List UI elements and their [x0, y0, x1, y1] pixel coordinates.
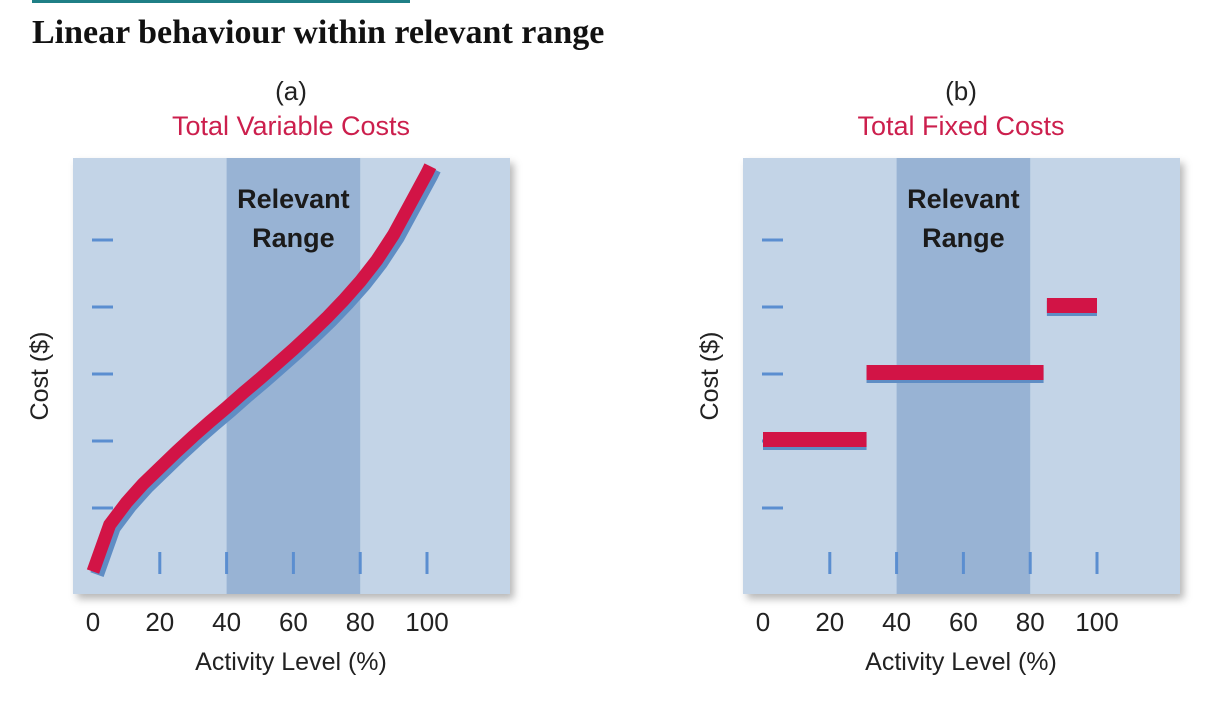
fixed-cost-step-3	[1046, 298, 1097, 313]
x-tick-label: 40	[212, 607, 241, 637]
x-tick-label: 40	[882, 607, 911, 637]
fixed-cost-step-1	[763, 432, 867, 447]
relevant-range-label-line1: Relevant	[907, 184, 1020, 214]
chart-title: Total Fixed Costs	[857, 111, 1064, 141]
relevant-range-label-line1: Relevant	[237, 184, 350, 214]
x-tick-label: 0	[756, 607, 770, 637]
x-tick-label: 60	[279, 607, 308, 637]
x-tick-label: 100	[405, 607, 448, 637]
chart-panel-letter: (b)	[945, 76, 977, 106]
chart-total-fixed-costs: (b) Total Fixed Costs Relevant Range 0 20 40 60…	[696, 76, 1180, 676]
chart-total-variable-costs: (a) Total Variable Costs Relevant Range 0 20 4…	[26, 76, 510, 676]
relevant-range-label-line2: Range	[922, 223, 1005, 253]
fixed-cost-step-2	[866, 365, 1044, 380]
chart-title: Total Variable Costs	[172, 111, 410, 141]
x-axis-label: Activity Level (%)	[865, 648, 1057, 676]
chart-panel-letter: (a)	[275, 76, 307, 106]
relevant-range-label-line2: Range	[252, 223, 335, 253]
x-tick-label: 20	[815, 607, 844, 637]
relevant-range-band	[226, 158, 361, 594]
y-axis-label: Cost ($)	[696, 332, 724, 421]
x-axis-label: Activity Level (%)	[195, 648, 387, 676]
x-tick-label: 60	[949, 607, 978, 637]
x-tick-label: 20	[145, 607, 174, 637]
y-axis-label: Cost ($)	[26, 332, 54, 421]
x-tick-label: 80	[1016, 607, 1045, 637]
x-tick-label: 100	[1075, 607, 1118, 637]
title-accent-rule	[32, 0, 410, 3]
cost-line	[86, 163, 437, 574]
page-title: Linear behaviour within relevant range	[32, 14, 605, 51]
x-tick-label: 0	[86, 607, 100, 637]
x-tick-label: 80	[346, 607, 375, 637]
